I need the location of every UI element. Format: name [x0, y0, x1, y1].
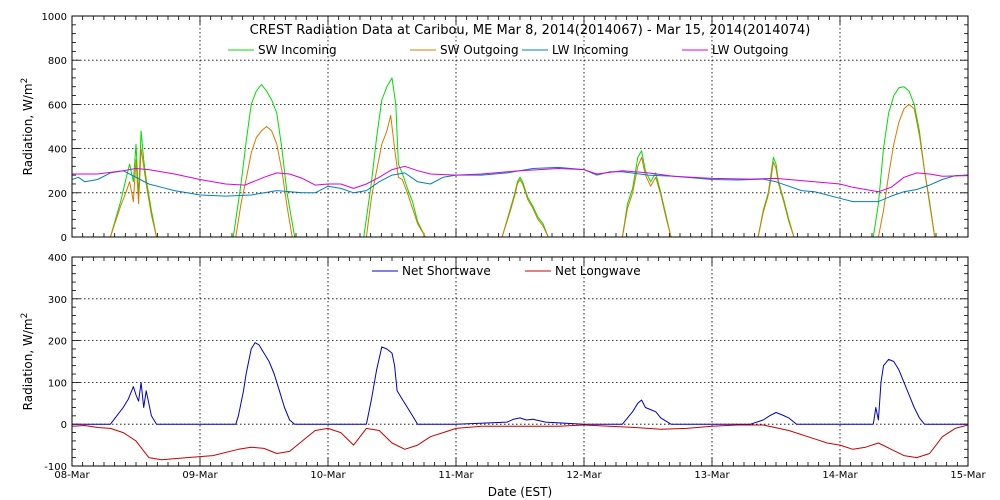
top-y-tick-label-400: 400 [48, 145, 67, 156]
bottom-series-group [72, 342, 968, 461]
legend-label-sw-outgoing: SW Outgoing [440, 43, 519, 57]
x-tick-label-10-mar: 10-Mar [310, 470, 346, 481]
bottom-y-tick-label-100: 100 [48, 378, 67, 389]
x-tick-label-08-mar: 08-Mar [54, 470, 90, 481]
x-axis-label: Date (EST) [488, 485, 552, 499]
x-tick-label-14-mar: 14-Mar [822, 470, 858, 481]
bottom-y-tick-label-400: 400 [48, 253, 67, 264]
lower-panel-net-radiation: 08-Mar 09-Mar 10-Mar 11-Mar 12-Mar 13-Mar 14-M… [20, 253, 986, 499]
top-y-tick-label-1000: 1000 [42, 12, 67, 23]
bottom-plot-frame [71, 256, 969, 467]
x-tick-label-09-mar: 09-Mar [182, 470, 218, 481]
top-y-tick-label-800: 800 [48, 56, 67, 67]
bottom-y-tick-label-200: 200 [48, 337, 67, 348]
legend-label-lw-incoming: LW Incoming [552, 43, 629, 57]
legend-label-lw-outgoing: LW Outgoing [712, 43, 789, 57]
series-line-lw-incoming [72, 166, 968, 203]
legend-label-net-shortwave: Net Shortwave [402, 264, 491, 278]
bottom-y-tick-label-0: 0 [61, 420, 67, 431]
bottom-y-tick-label-300: 300 [48, 295, 67, 306]
series-line-net-shortwave [72, 342, 968, 425]
bottom-y-axis-label: Radiation, W/m2 [20, 313, 35, 411]
chart-title: CREST Radiation Data at Caribou, ME Mar … [250, 23, 811, 38]
top-y-axis-label: Radiation, W/m2 [20, 78, 35, 176]
x-tick-label-11-mar: 11-Mar [438, 470, 474, 481]
legend-label-sw-incoming: SW Incoming [258, 43, 337, 57]
top-y-tick-label-0: 0 [61, 233, 67, 244]
series-line-sw-incoming [72, 77, 968, 237]
upper-panel-sw-lw-radiation: 0 200 400 600 800 1000 SW Incoming SW Outgoing L… [20, 12, 969, 244]
bottom-y-tick-label-100: -100 [44, 462, 67, 473]
top-plot-frame [71, 15, 969, 238]
x-tick-label-15-mar: 15-Mar [950, 470, 986, 481]
legend-label-net-longwave: Net Longwave [555, 264, 641, 278]
top-series-group [72, 77, 968, 237]
series-line-net-longwave [72, 424, 968, 461]
top-y-tick-label-200: 200 [48, 189, 67, 200]
series-line-sw-outgoing [72, 103, 968, 237]
x-tick-label-12-mar: 12-Mar [566, 470, 602, 481]
x-tick-label-13-mar: 13-Mar [694, 470, 730, 481]
series-line-lw-outgoing [72, 165, 968, 193]
top-y-tick-label-600: 600 [48, 100, 67, 111]
